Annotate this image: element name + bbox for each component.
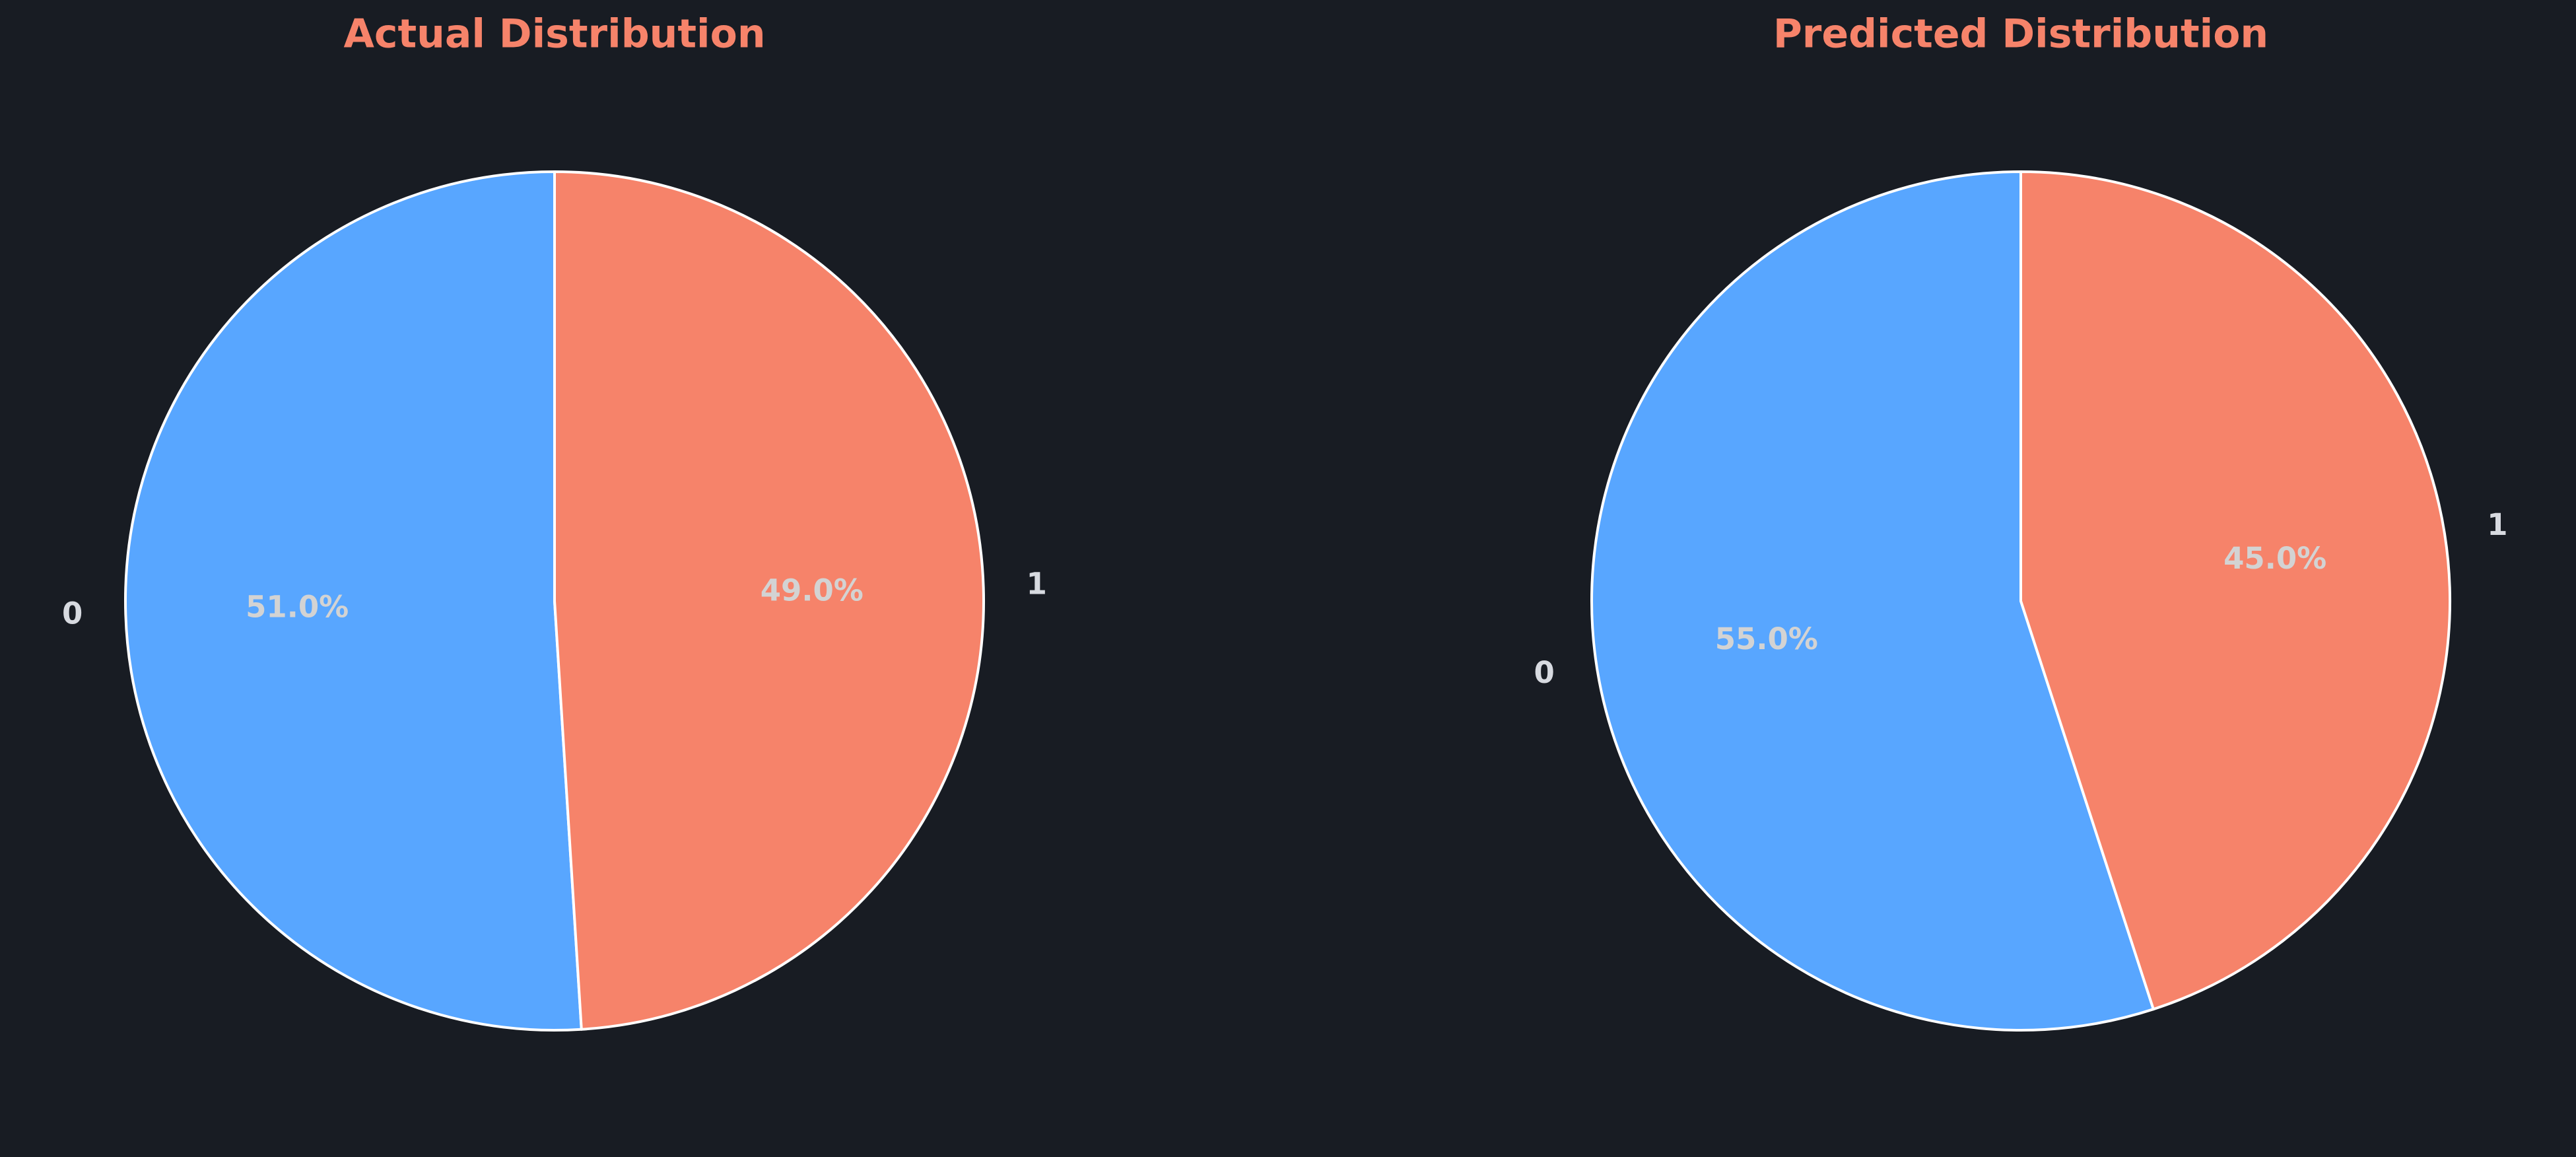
pie-wedge-predicted-1 xyxy=(2019,170,2451,1011)
pie-wedge-actual-0 xyxy=(124,170,583,1032)
pie-labels-predicted: 0 55.0% 1 45.0% xyxy=(1534,507,2507,690)
category-label-actual-1: 1 xyxy=(1027,567,1047,602)
category-label-actual-0: 0 xyxy=(62,596,83,631)
category-label-predicted-0: 0 xyxy=(1534,655,1554,690)
pie-chart-predicted: Predicted Distribution 0 55.0% 1 45.0% xyxy=(1534,11,2508,1032)
pie-labels-actual: 0 51.0% 1 49.0% xyxy=(62,567,1047,631)
pie-wedge-actual-1 xyxy=(553,170,985,1031)
chart-title-predicted: Predicted Distribution xyxy=(1773,11,2268,57)
category-label-predicted-1: 1 xyxy=(2487,507,2507,542)
pie-chart-actual: Actual Distribution 0 51.0% 1 49.0% xyxy=(62,11,1047,1032)
percent-label-predicted-0: 55.0% xyxy=(1715,621,1818,656)
pie-wedges-predicted xyxy=(1590,170,2451,1032)
percent-label-actual-0: 51.0% xyxy=(246,589,349,624)
pie-wedge-predicted-0 xyxy=(1590,170,2155,1032)
pie-wedges-actual xyxy=(124,170,985,1032)
percent-label-predicted-1: 45.0% xyxy=(2223,541,2326,576)
chart-title-actual: Actual Distribution xyxy=(343,11,765,57)
percent-label-actual-1: 49.0% xyxy=(761,573,864,608)
